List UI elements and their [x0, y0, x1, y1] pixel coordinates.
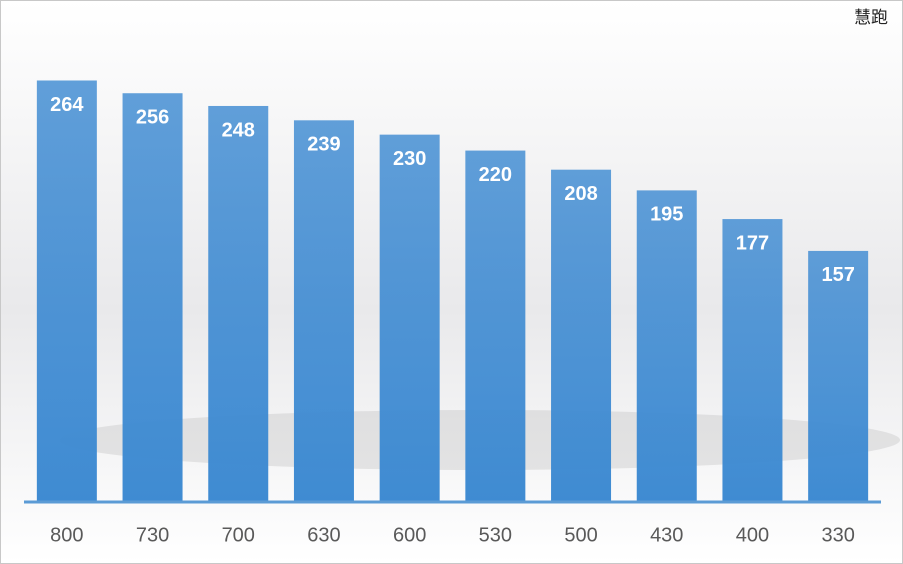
x-tick-label: 630 — [307, 524, 340, 546]
data-label: 157 — [821, 264, 854, 286]
bar — [36, 80, 97, 501]
data-label: 239 — [307, 134, 340, 156]
bar — [722, 219, 783, 502]
x-tick-label: 430 — [650, 524, 683, 546]
x-tick-label: 600 — [393, 524, 426, 546]
data-label: 264 — [50, 94, 84, 116]
x-tick-label: 700 — [222, 524, 255, 546]
x-tick-label: 800 — [50, 524, 83, 546]
data-label: 230 — [393, 148, 426, 170]
bar — [379, 134, 440, 501]
bar — [293, 120, 354, 502]
x-tick-label: 530 — [479, 524, 512, 546]
bar — [465, 150, 526, 502]
data-label: 177 — [736, 232, 769, 254]
x-tick-label: 730 — [136, 524, 169, 546]
bar — [208, 105, 269, 501]
data-label: 256 — [136, 107, 169, 129]
data-label: 208 — [564, 183, 597, 205]
bar — [808, 250, 869, 501]
x-tick-label: 330 — [821, 524, 854, 546]
bar — [551, 169, 612, 501]
annotation: 慧跑 — [854, 8, 888, 28]
x-tick-label: 400 — [736, 524, 769, 546]
data-label: 248 — [222, 119, 255, 141]
bar — [636, 190, 697, 501]
data-label: 220 — [479, 164, 512, 186]
x-tick-label: 500 — [564, 524, 597, 546]
data-label: 195 — [650, 204, 683, 226]
bar — [122, 93, 183, 501]
